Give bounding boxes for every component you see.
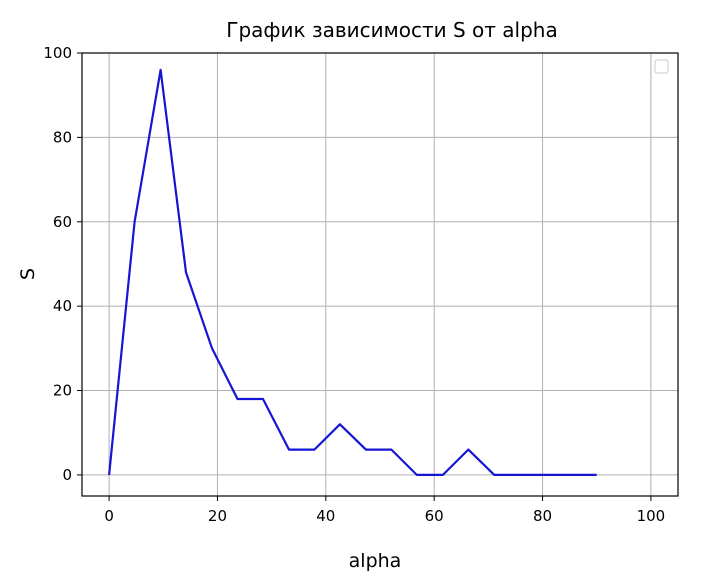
y-axis-label: S (17, 268, 39, 280)
x-tick-label: 100 (637, 507, 666, 525)
y-tick-label: 20 (53, 382, 72, 400)
y-tick-label: 80 (53, 128, 72, 146)
legend-box (654, 59, 669, 74)
series-line (108, 68, 597, 476)
x-axis-label: alpha (349, 550, 402, 572)
x-tick-label: 0 (104, 507, 114, 525)
y-tick-label: 40 (53, 297, 72, 315)
grid-lines (82, 52, 678, 496)
series-layer (108, 68, 597, 476)
plot-frame (81, 52, 679, 497)
x-tick-label: 20 (208, 507, 227, 525)
x-tick-label: 60 (425, 507, 444, 525)
x-tick-label: 40 (316, 507, 335, 525)
axis-ticks: 0 20 40 60 80 100 0 20 40 60 80 100 (43, 44, 665, 525)
y-tick-label: 0 (62, 466, 72, 484)
y-tick-label: 60 (53, 213, 72, 231)
y-tick-label: 100 (43, 44, 72, 62)
x-tick-label: 80 (533, 507, 552, 525)
chart-title: График зависимости S от alpha (226, 18, 557, 42)
